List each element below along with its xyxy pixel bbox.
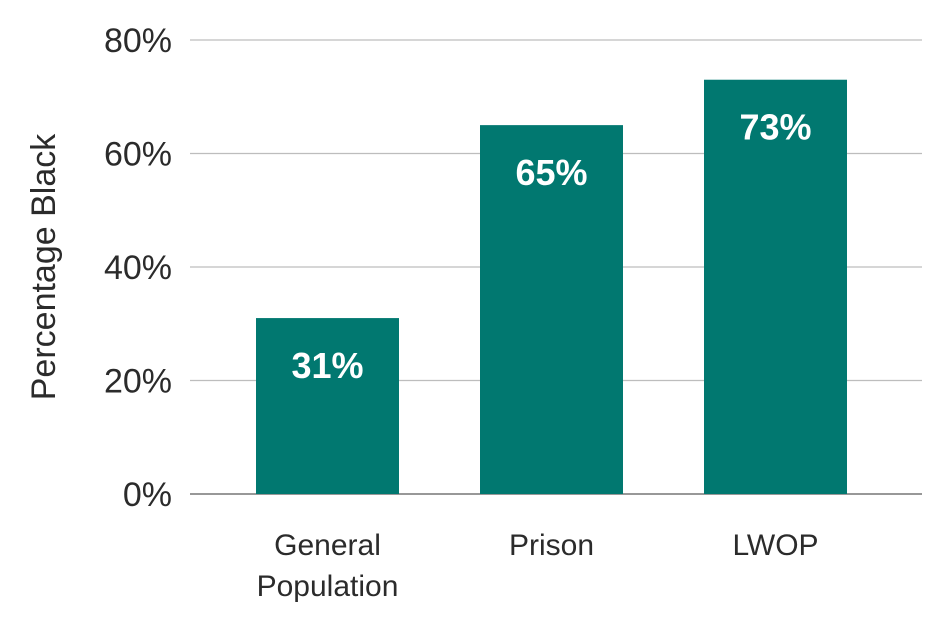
- bars: 31% 65% 73%: [256, 79, 847, 494]
- y-tick-label: 20%: [104, 363, 172, 401]
- x-tick-label: Prison: [509, 529, 594, 562]
- data-label: 73%: [739, 107, 811, 148]
- x-axis-ticks: General Population Prison LWOP: [257, 529, 819, 603]
- x-tick-label: LWOP: [732, 529, 818, 562]
- y-tick-label: 0%: [123, 476, 172, 514]
- y-tick-label: 60%: [104, 136, 172, 174]
- data-label: 65%: [515, 152, 587, 193]
- bar: [256, 318, 399, 494]
- y-tick-label: 80%: [104, 22, 172, 60]
- data-label: 31%: [291, 345, 363, 386]
- bar: [704, 79, 847, 494]
- x-tick-label: Population: [257, 570, 399, 603]
- x-tick-label: General: [274, 529, 381, 562]
- y-tick-label: 40%: [104, 249, 172, 287]
- bar: [480, 125, 623, 494]
- y-axis-ticks: 0% 20% 40% 60% 80%: [104, 22, 172, 514]
- y-axis-label: Percentage Black: [25, 133, 63, 400]
